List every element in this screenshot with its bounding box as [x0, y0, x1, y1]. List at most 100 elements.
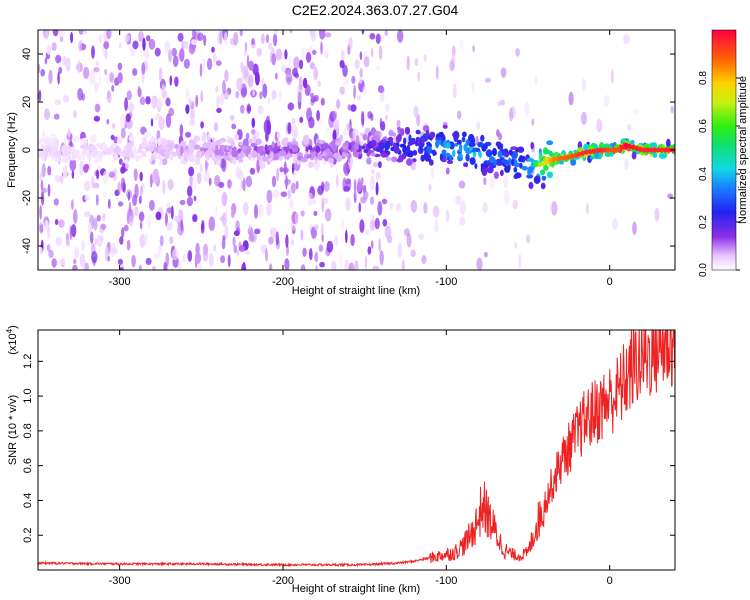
- colorbar-tick-label: 0.4: [698, 167, 709, 181]
- spectrogram-ridge-core: [663, 147, 668, 153]
- spectrogram-noise-blob: [126, 239, 131, 251]
- spectrogram-noise-blob: [215, 86, 219, 93]
- spectrogram-noise-blob: [238, 245, 246, 252]
- spectrogram-signal-blob: [456, 139, 462, 145]
- spectrogram-signal-blob: [429, 131, 436, 138]
- spectrogram-noise-blob: [81, 93, 86, 101]
- spectrogram-signal-blob: [517, 146, 525, 153]
- spectrogram-noise-blob: [313, 210, 318, 217]
- spectrogram-noise-blob: [248, 60, 255, 71]
- spectrogram-noise-blob: [339, 252, 343, 268]
- spectrogram-signal-blob: [526, 174, 534, 179]
- spectrogram-noise-blob: [531, 118, 535, 126]
- spectrogram-signal-blob: [261, 156, 269, 162]
- spectrogram-signal-blob: [330, 163, 334, 168]
- spectrogram-noise-blob: [401, 259, 405, 270]
- spectrogram-noise-blob: [582, 78, 586, 91]
- spectrogram-noise-blob: [197, 32, 204, 41]
- spectrogram-noise-blob: [254, 228, 261, 235]
- spectrogram-signal-blob: [135, 155, 139, 162]
- spectrogram-noise-blob: [152, 265, 157, 270]
- spectrogram-noise-blob: [133, 206, 139, 217]
- spectrogram-signal-blob: [106, 149, 110, 155]
- spectrogram-signal-blob: [247, 153, 252, 161]
- spectrogram-noise-blob: [118, 158, 123, 165]
- spectrogram-noise-blob: [378, 45, 383, 60]
- spectrogram-noise-blob: [62, 55, 67, 66]
- spectrogram-noise-blob: [40, 247, 43, 255]
- spectrogram-signal-blob: [294, 131, 298, 137]
- spectrogram-noise-blob: [299, 116, 304, 123]
- spectrogram-signal-blob: [424, 153, 432, 162]
- spectrogram-noise-blob: [186, 196, 193, 207]
- spectrogram-signal-blob: [90, 134, 97, 143]
- spectrogram-noise-blob: [102, 191, 107, 198]
- spectrogram-signal-blob: [396, 158, 403, 163]
- spectrogram-signal-blob: [255, 138, 262, 145]
- spectrogram-noise-blob: [152, 169, 159, 185]
- spectrogram-signal-blob: [548, 150, 553, 157]
- spectrogram-signal-blob: [128, 152, 133, 158]
- spectrogram-signal-blob: [43, 152, 49, 158]
- spectrogram-ridge-core: [620, 144, 625, 150]
- spectrogram-signal-blob: [391, 156, 398, 163]
- spectrogram-noise-blob: [203, 169, 210, 183]
- spectrogram-signal-blob: [322, 143, 329, 150]
- spectrogram-signal-blob: [481, 168, 488, 177]
- spectrogram-ridge-core: [666, 147, 672, 153]
- spectrogram-noise-blob: [285, 175, 288, 190]
- spectrogram-signal-blob: [497, 150, 503, 158]
- spectrogram-signal-blob: [454, 142, 459, 147]
- spectrogram-ridge-core: [595, 148, 600, 154]
- spectrogram-noise-blob: [384, 225, 392, 240]
- chart-title: C2E2.2024.363.07.27.G04: [291, 2, 459, 18]
- spectrogram-noise-blob: [112, 122, 116, 130]
- spectrogram-signal-blob: [449, 154, 453, 162]
- spectrogram-signal-blob: [502, 159, 509, 165]
- spectrogram-noise-blob: [219, 215, 226, 222]
- spectrogram-signal-blob: [321, 152, 327, 157]
- spectrogram-ridge-core: [577, 151, 582, 157]
- spectrogram-ridge-core: [544, 159, 550, 165]
- spectrogram-noise-blob: [179, 199, 186, 206]
- spectrogram-noise-blob: [518, 253, 522, 268]
- spectrogram-noise-blob: [203, 34, 207, 46]
- spectrogram-signal-blob: [397, 126, 401, 131]
- spectrogram-signal-blob: [406, 144, 411, 154]
- spectrogram-noise-blob: [138, 31, 144, 42]
- spectrogram-noise-blob: [534, 74, 538, 87]
- spectrogram-noise-blob: [275, 48, 283, 61]
- snr-frame: [37, 329, 676, 571]
- spectrogram-noise-blob: [298, 59, 304, 70]
- spectrogram-x-tick-label: -100: [435, 276, 457, 288]
- spectrogram-noise-blob: [235, 166, 242, 179]
- spectrogram-noise-blob: [445, 209, 450, 222]
- spectrogram-noise-blob: [98, 75, 101, 86]
- spectrogram-ridge-core: [645, 147, 650, 153]
- spectrogram-noise-blob: [209, 252, 214, 267]
- spectrogram-signal-blob: [486, 166, 494, 174]
- spectrogram-noise-blob: [384, 103, 390, 112]
- spectrogram-noise-blob: [248, 233, 255, 242]
- spectrogram-signal-blob: [116, 137, 123, 144]
- spectrogram-signal-blob: [301, 157, 308, 163]
- spectrogram-ridge-core: [541, 160, 546, 166]
- spectrogram-signal-blob: [148, 157, 152, 164]
- spectrogram-noise-blob: [489, 175, 495, 190]
- spectrogram-noise-blob: [94, 81, 99, 93]
- spectrogram-noise-blob: [287, 188, 292, 200]
- spectrogram-noise-blob: [39, 205, 42, 220]
- spectrogram-noise-blob: [500, 67, 507, 78]
- spectrogram-noise-blob: [410, 199, 418, 213]
- spectrogram-ridge-core: [534, 161, 539, 167]
- spectrogram-noise-blob: [71, 199, 74, 211]
- spectrogram-signal-blob: [331, 144, 338, 153]
- spectrogram-noise-blob: [222, 79, 226, 95]
- spectrogram-signal-blob: [179, 146, 184, 155]
- spectrogram-noise-blob: [626, 123, 632, 132]
- spectrogram-noise-blob: [38, 63, 41, 74]
- spectrogram-signal-blob: [224, 150, 228, 157]
- spectrogram-signal-blob: [51, 133, 56, 138]
- spectrogram-ridge-core: [569, 153, 575, 159]
- spectrogram-noise-blob: [231, 210, 235, 219]
